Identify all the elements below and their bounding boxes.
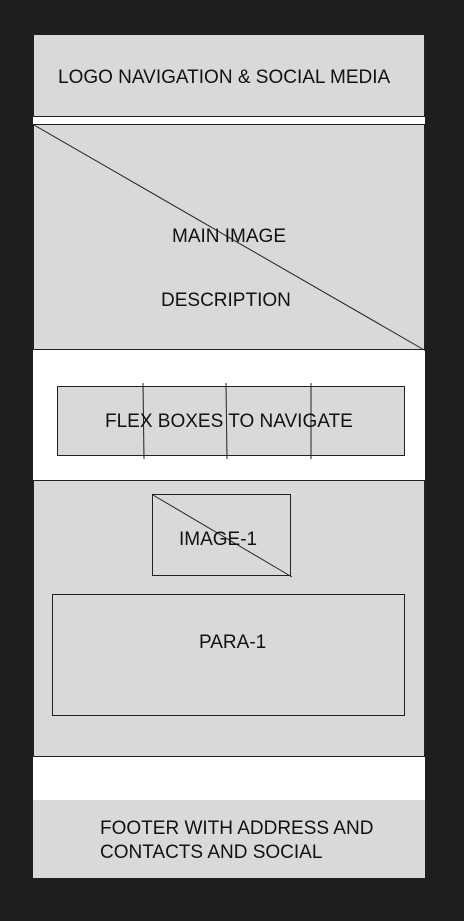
footer-block: FOOTER WITH ADDRESS AND CONTACTS AND SOC…	[33, 800, 425, 878]
header-label: LOGO NAVIGATION & SOCIAL MEDIA	[58, 67, 391, 88]
header-block: LOGO NAVIGATION & SOCIAL MEDIA	[33, 34, 425, 117]
flex-box-dividers	[142, 382, 312, 460]
para-1-block: PARA-1	[52, 594, 405, 716]
image-1-placeholder: IMAGE-1	[152, 494, 293, 578]
image-placeholder-cross	[33, 124, 427, 352]
hero-image-block: MAIN IMAGE DESCRIPTION	[33, 124, 427, 352]
image-1-cross	[152, 494, 293, 578]
footer-line-2: CONTACTS AND SOCIAL	[100, 842, 323, 863]
hero-title: MAIN IMAGE	[172, 226, 287, 247]
image-1-label: IMAGE-1	[179, 529, 258, 550]
content-section: IMAGE-1 PARA-1	[33, 480, 425, 757]
para-1-label: PARA-1	[199, 632, 267, 653]
hero-description: DESCRIPTION	[161, 290, 291, 311]
wireframe-frame: LOGO NAVIGATION & SOCIAL MEDIA MAIN IMAG…	[33, 34, 427, 878]
flex-nav-label: FLEX BOXES TO NAVIGATE	[105, 411, 353, 432]
footer-line-1: FOOTER WITH ADDRESS AND	[100, 818, 374, 839]
flex-nav-boxes: FLEX BOXES TO NAVIGATE	[57, 382, 405, 460]
